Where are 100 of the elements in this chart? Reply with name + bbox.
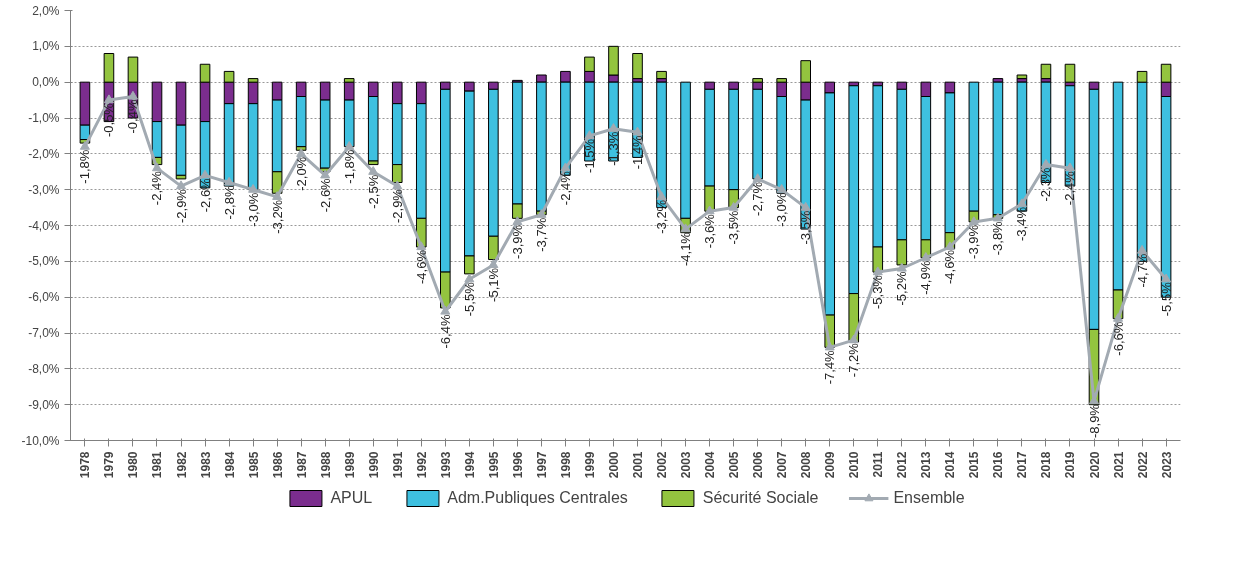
data-label: -5,5% [461, 281, 477, 317]
x-tick-label: 2009 [823, 451, 838, 479]
data-label: -2,4% [149, 170, 165, 206]
data-label: -5,5% [1158, 281, 1174, 317]
data-label: -6,4% [437, 314, 453, 349]
data-label: -3,5% [726, 210, 742, 245]
x-tick-label: 1978 [78, 451, 93, 479]
x-tick-label: 2004 [703, 451, 718, 479]
data-label: -2,8% [221, 185, 237, 220]
x-tick-label: 1980 [126, 451, 141, 479]
x-tick-label: 2021 [1111, 451, 1126, 479]
data-label: -2,9% [173, 188, 189, 224]
data-label: -2,5% [365, 174, 381, 209]
x-tick-label: 2001 [631, 451, 646, 479]
legend-label: Ensemble [893, 489, 965, 507]
legend-label: Sécurité Sociale [702, 489, 819, 507]
data-label: -1,4% [630, 134, 646, 170]
x-tick-label: 1986 [270, 451, 285, 479]
y-tick-label: -5,0% [28, 254, 60, 269]
y-tick-label: 2,0% [32, 3, 60, 18]
x-tick-label: 2016 [991, 451, 1006, 479]
x-tick-label: 1990 [366, 451, 381, 479]
y-tick-label: -7,0% [28, 326, 60, 340]
x-tick-label: 2014 [943, 451, 958, 479]
x-tick-label: 1992 [414, 451, 429, 479]
data-label: -1,3% [605, 131, 621, 166]
y-tick-label: -1,0% [28, 111, 60, 125]
data-label: -5,2% [894, 271, 910, 306]
data-label: -3,2% [654, 199, 670, 234]
x-tick-label: 2000 [606, 451, 621, 479]
data-label: -4,6% [942, 249, 958, 284]
data-label: -4,1% [678, 231, 694, 267]
data-label: -3,6% [702, 213, 718, 249]
x-tick-label: 1983 [198, 451, 213, 479]
x-tick-label: 2002 [655, 451, 670, 479]
y-tick-label: -10,0% [21, 433, 60, 448]
y-tick-label: -4,0% [28, 218, 60, 233]
y-tick-label: -2,0% [28, 146, 60, 161]
y-tick-label: 0,0% [32, 75, 60, 90]
x-tick-label: 1996 [510, 451, 525, 479]
x-tick-label: 1991 [390, 451, 405, 479]
x-tick-label: 1995 [486, 451, 501, 479]
data-label: -8,9% [1086, 403, 1102, 439]
data-label: -3,4% [1014, 206, 1030, 241]
data-label: -7,4% [822, 349, 838, 385]
x-tick-label: 1987 [294, 451, 309, 479]
x-tick-label: 2013 [919, 451, 934, 479]
x-tick-label: 2020 [1087, 451, 1102, 479]
y-tick-label: -3,0% [28, 182, 60, 197]
x-tick-label: 2022 [1135, 451, 1150, 479]
x-tick-label: 2003 [679, 451, 694, 479]
data-label: -2,3% [1038, 167, 1054, 202]
x-tick-label: 1994 [462, 451, 477, 479]
x-tick-label: 1988 [318, 451, 333, 479]
data-label: -3,9% [509, 224, 525, 259]
data-label: -4,6% [413, 249, 429, 284]
data-label: -7,2% [846, 342, 862, 378]
y-tick-label: -8,0% [28, 361, 60, 376]
data-label: -3,7% [533, 217, 549, 252]
data-label: -2,6% [197, 177, 213, 213]
x-tick-label: 2010 [847, 451, 862, 479]
data-label: -3,0% [245, 192, 261, 227]
data-label: -1,8% [77, 149, 93, 184]
data-label: -5,3% [870, 274, 886, 310]
legend-label: Adm.Publiques Centrales [447, 489, 628, 507]
x-tick-label: 2006 [751, 451, 766, 479]
x-tick-label: 1997 [534, 451, 549, 479]
data-label: -2,9% [389, 188, 405, 224]
data-label: -3,2% [269, 199, 285, 234]
data-label: -0,5% [101, 102, 117, 138]
y-tick-label: 1,0% [32, 39, 60, 54]
data-label: -0,4% [125, 99, 141, 134]
data-label: -1,5% [581, 138, 597, 173]
data-label: -5,1% [485, 267, 501, 302]
x-tick-label: 1993 [438, 451, 453, 479]
legend-label: APUL [330, 489, 373, 507]
x-tick-label: 1998 [558, 451, 573, 479]
x-tick-label: 1989 [342, 451, 357, 479]
data-label: -2,7% [750, 181, 766, 216]
x-tick-label: 1982 [174, 451, 189, 479]
data-label: -3,5% [798, 210, 814, 245]
x-tick-label: 1999 [582, 451, 597, 479]
x-tick-label: 2019 [1063, 451, 1078, 479]
data-label: -6,6% [1110, 321, 1126, 356]
data-label: -4,7% [1134, 253, 1150, 288]
data-label: -2,4% [557, 170, 573, 206]
x-tick-label: 1985 [246, 451, 261, 479]
x-tick-label: 2011 [871, 451, 886, 478]
x-tick-label: 1984 [222, 451, 237, 479]
data-label: -4,9% [918, 260, 934, 295]
x-tick-label: 2012 [895, 451, 910, 479]
x-tick-label: 2008 [799, 451, 814, 479]
data-label: -3,9% [966, 224, 982, 259]
x-tick-label: 2007 [775, 451, 790, 479]
x-tick-label: 2017 [1015, 451, 1030, 479]
x-tick-label: 2023 [1159, 451, 1174, 479]
data-label: -2,0% [293, 156, 309, 191]
data-label: -2,4% [1062, 170, 1078, 206]
y-tick-label: -6,0% [28, 290, 60, 305]
x-tick-label: 2005 [727, 451, 742, 479]
